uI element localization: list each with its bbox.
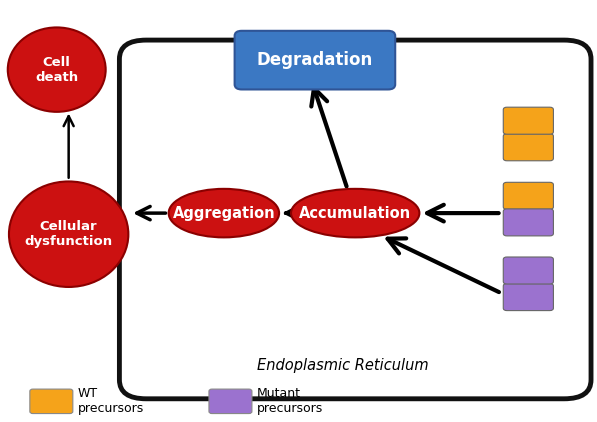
FancyBboxPatch shape [503,209,553,236]
FancyBboxPatch shape [209,389,252,414]
Text: Cellular
dysfunction: Cellular dysfunction [24,220,113,248]
FancyBboxPatch shape [119,40,591,399]
Text: WT
precursors: WT precursors [78,387,144,415]
Ellipse shape [8,27,106,112]
Ellipse shape [9,181,128,287]
Text: Mutant
precursors: Mutant precursors [257,387,323,415]
Ellipse shape [169,189,279,237]
FancyBboxPatch shape [30,389,73,414]
FancyBboxPatch shape [503,134,553,161]
Text: Degradation: Degradation [257,51,373,69]
Text: Aggregation: Aggregation [173,206,275,221]
Text: Cell
death: Cell death [35,56,78,84]
Text: Accumulation: Accumulation [299,206,411,221]
Text: Endoplasmic Reticulum: Endoplasmic Reticulum [257,357,429,373]
FancyBboxPatch shape [503,284,553,311]
FancyBboxPatch shape [503,257,553,284]
Ellipse shape [291,189,419,237]
FancyBboxPatch shape [235,31,395,89]
FancyBboxPatch shape [503,107,553,134]
FancyBboxPatch shape [503,182,553,209]
